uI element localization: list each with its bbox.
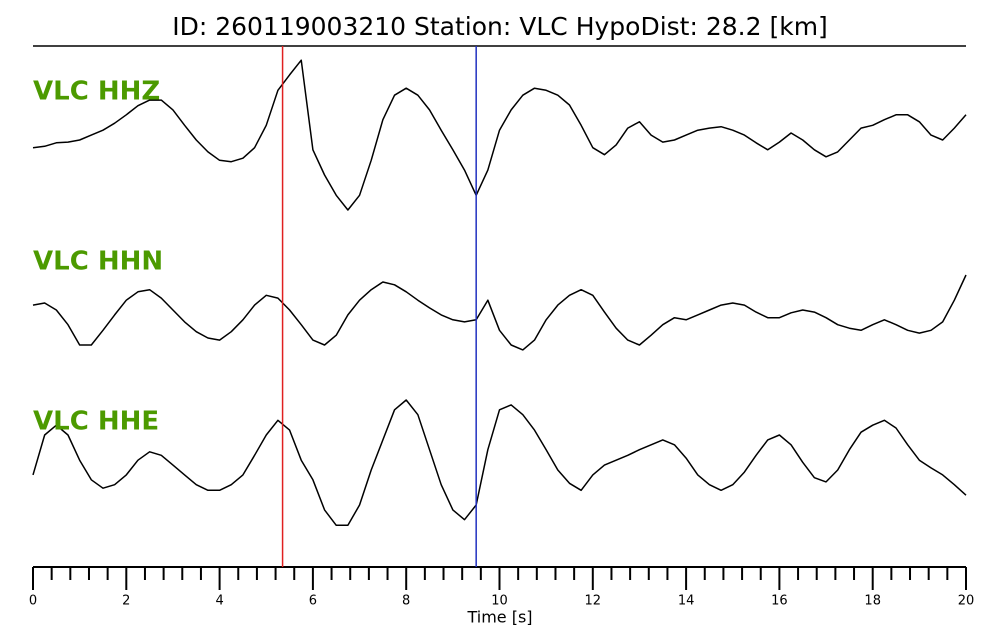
trace-label: VLC HHE — [33, 407, 159, 437]
x-tick-label: 4 — [215, 594, 223, 609]
x-tick-label: 8 — [402, 594, 410, 609]
x-axis-label: Time [s] — [466, 608, 532, 627]
trace — [32, 59, 967, 211]
chart-title: ID: 260119003210 Station: VLC HypoDist: … — [172, 12, 828, 41]
x-tick-label: 12 — [585, 594, 602, 609]
trace — [32, 274, 967, 351]
x-tick-label: 18 — [864, 594, 881, 609]
x-tick-label: 10 — [491, 594, 508, 609]
x-tick-label: 20 — [958, 594, 975, 609]
x-tick-label: 6 — [309, 594, 317, 609]
trace-label: VLC HHZ — [33, 77, 160, 107]
x-tick-label: 16 — [771, 594, 788, 609]
trace-label: VLC HHN — [33, 247, 163, 277]
x-tick-label: 0 — [29, 594, 37, 609]
x-tick-label: 14 — [678, 594, 695, 609]
x-tick-label: 2 — [122, 594, 130, 609]
trace — [32, 399, 967, 527]
